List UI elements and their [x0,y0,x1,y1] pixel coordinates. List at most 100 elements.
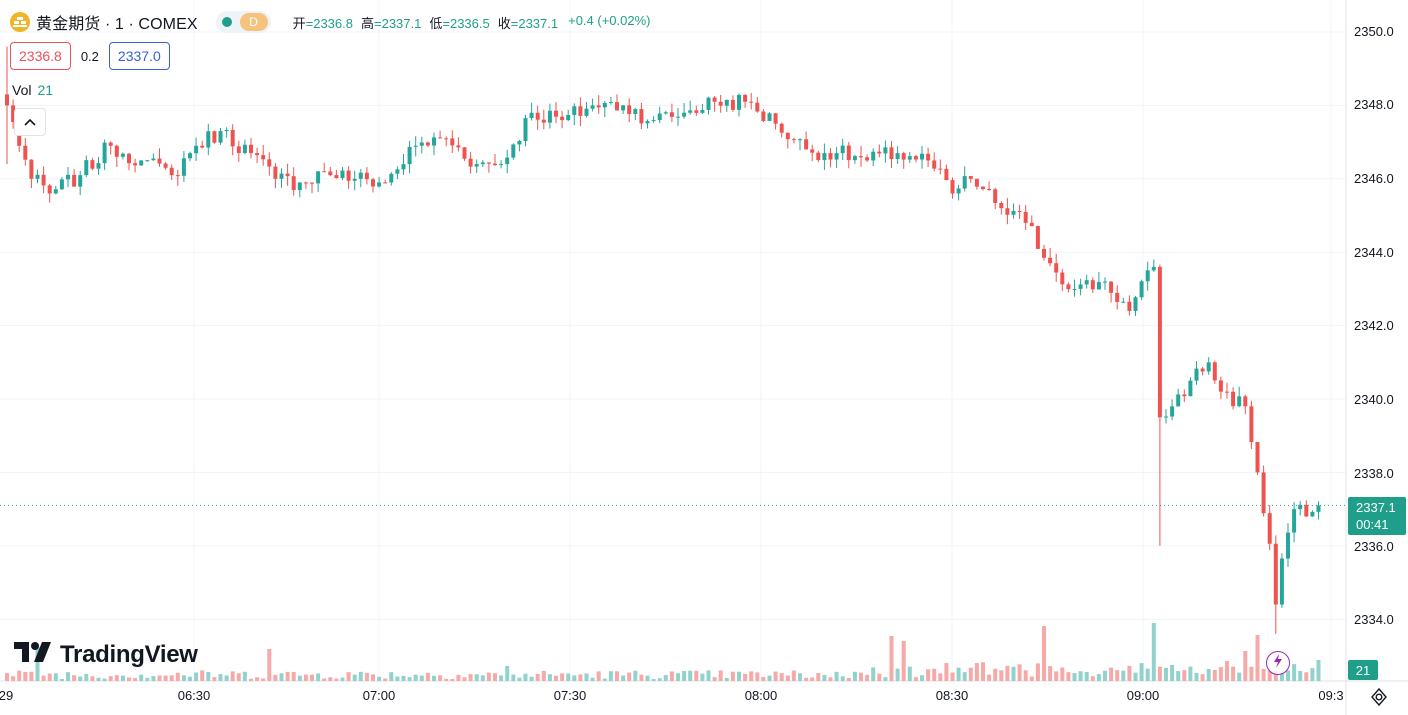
volume-bar [535,673,540,681]
candle-body [72,174,77,187]
volume-bar [303,674,308,681]
volume-bar [413,674,418,681]
volume-bar [572,675,577,681]
candle-body [169,167,174,176]
volume-bar [206,672,211,681]
candle-body [907,156,912,160]
volume-bar [920,675,924,681]
volume-bar [1029,676,1034,681]
volume-bar [1267,670,1272,681]
candle-body [493,163,497,165]
volume-bar [517,677,522,681]
candle-body [560,116,565,121]
change-value: +0.4 (+0.02%) [568,12,651,28]
volume-bar [47,673,52,681]
volume-bar [17,670,22,681]
volume-bar [694,670,699,681]
volume-bar [1200,674,1205,681]
volume-bar [1249,666,1254,681]
volume-bar [468,674,473,681]
volume-bar [1133,672,1138,681]
candle-body [346,170,351,181]
y-axis-tick: 2344.0 [1354,245,1394,260]
volume-bar [889,636,894,681]
volume-bar [188,676,192,681]
volume-bar [852,671,857,681]
symbol-title[interactable]: 黄金期货 · 1 · COMEX [36,16,198,33]
volume-label: Vol [12,82,32,98]
x-axis-tick: 06:30 [177,688,211,703]
candle-body [303,182,308,184]
candle-body [859,156,863,158]
volume-bar [169,675,174,681]
candle-body [425,142,430,146]
volume-bar [108,676,113,681]
candle-body [1243,396,1248,407]
candle-body [572,106,577,115]
tradingview-logo[interactable]: TradingView [14,640,198,669]
candle-body [96,163,101,169]
candle-body [364,172,369,180]
candle-body [712,97,717,102]
candle-body [1237,396,1242,407]
y-axis-tick: 2346.0 [1354,171,1394,186]
settings-button[interactable] [1368,687,1390,710]
candle-body [779,123,784,133]
collapse-legend-button[interactable] [14,108,46,136]
candle-body [1115,292,1120,303]
candle-body [1054,263,1059,273]
open-value: =2336.8 [305,15,353,31]
candle-body [981,186,985,189]
volume-bar [743,673,748,681]
candle-body [1304,504,1309,517]
high-value: =2337.1 [374,15,422,31]
volume-bar [511,674,516,681]
candle-body [816,152,821,161]
volume-bar [224,675,229,681]
volume-bar [96,677,101,681]
volume-bar [688,670,693,681]
volume-bar [151,676,156,681]
volume-bar [1048,666,1053,681]
volume-bar [1316,660,1321,681]
candle-body [218,131,223,143]
flash-replay-button[interactable] [1266,651,1290,675]
candle-body [1310,511,1315,517]
candle-body [1292,509,1297,533]
volume-bar [1188,666,1193,681]
candle-body [395,169,400,174]
volume-bar [194,672,199,681]
volume-bar [1042,626,1046,681]
candle-body [1200,368,1205,372]
candle-body [90,160,95,169]
candle-body [913,156,918,160]
close-value: =2337.1 [510,15,559,31]
volume-bar [419,675,424,681]
candle-body [974,178,979,187]
market-status-pill[interactable]: D [215,11,271,33]
volume-bar [261,678,266,681]
candle-body [700,109,705,113]
volume-bar [432,675,436,681]
volume-bar [377,676,382,681]
volume-bar [645,675,650,681]
volume-bar [1212,669,1217,681]
candle-body [1133,297,1138,311]
candle-body [157,158,162,164]
buy-button[interactable]: 2337.0 [108,42,170,70]
volume-bar [352,674,357,681]
volume-bar [724,677,729,681]
candle-body [547,110,552,123]
lightning-icon [1273,653,1283,673]
tradingview-logo-text: TradingView [60,640,198,668]
volume-bar [401,675,406,681]
candle-body [621,105,626,111]
candle-body [1255,442,1260,473]
volume-bar [1054,671,1059,681]
volume-bar [816,673,821,681]
candle-body [291,176,296,191]
sell-button[interactable]: 2336.8 [10,42,71,70]
volume-bar [145,677,150,681]
candle-body [1017,211,1022,213]
